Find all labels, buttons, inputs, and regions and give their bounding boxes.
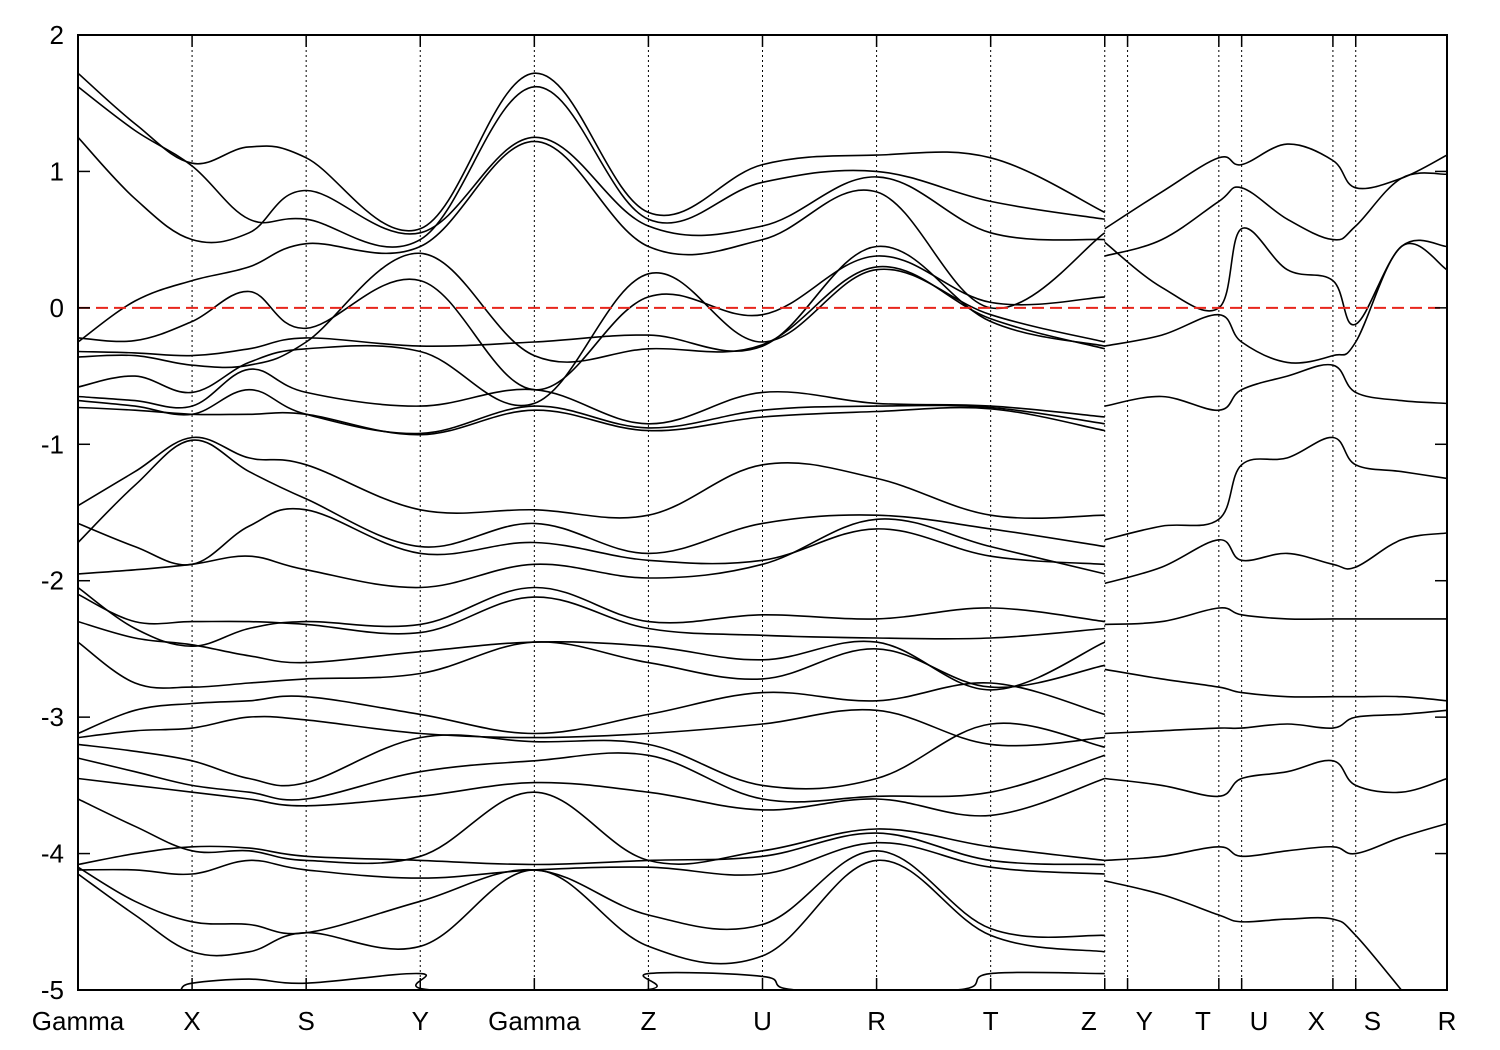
band-line-41 (1104, 822, 1447, 862)
y-tick-label: -1 (41, 429, 64, 459)
band-line-5 (78, 245, 1105, 357)
y-tick-label: -3 (41, 702, 64, 732)
band-line-33 (1104, 242, 1447, 364)
plot-area (78, 35, 1447, 990)
y-tick-label: 0 (50, 293, 64, 323)
y-tick-label: -4 (41, 839, 64, 869)
band-line-30 (1104, 143, 1447, 230)
x-tick-label: R (867, 1006, 886, 1036)
axes: -5 -4 -3 -2 -1 0 1 2 Gamma X S Y Gamma Z U R T Z Y T U X S R (32, 20, 1457, 1036)
x-tick-label: Z (640, 1006, 656, 1036)
band-line-19 (78, 682, 1106, 735)
y-tick-label: -2 (41, 566, 64, 596)
band-line-13 (78, 507, 1105, 566)
band-line-18 (78, 641, 1105, 689)
band-line-3 (78, 140, 1106, 343)
x-tick-label: Gamma (32, 1006, 125, 1036)
x-tick-label: X (1308, 1006, 1325, 1036)
x-tick-label: Gamma (488, 1006, 581, 1036)
band-line-15 (78, 586, 1105, 648)
band-line-10 (78, 406, 1105, 436)
x-tick-label: Y (412, 1006, 429, 1036)
band-line-8 (78, 368, 1105, 425)
band-line-35 (1104, 436, 1447, 541)
x-tick-label: Z (1081, 1006, 1097, 1036)
bands-group (78, 72, 1447, 990)
band-line-2 (78, 136, 1105, 244)
band-line-14 (78, 518, 1105, 589)
y-tick-label: -5 (41, 975, 64, 1005)
x-tick-label: T (1195, 1006, 1211, 1036)
band-line-0 (78, 72, 1106, 232)
band-line-38 (1104, 668, 1447, 702)
band-line-25 (78, 832, 1105, 866)
x-tick-label: Y (1136, 1006, 1153, 1036)
band-line-7 (78, 268, 1105, 407)
x-tick-label: U (1250, 1006, 1269, 1036)
band-line-31 (1104, 172, 1447, 257)
band-line-11 (78, 436, 1105, 519)
band-line-24 (78, 791, 1105, 865)
band-line-12 (78, 439, 1105, 555)
x-tick-label: R (1438, 1006, 1457, 1036)
band-line-23 (78, 777, 1106, 817)
band-line-9 (78, 388, 1105, 435)
x-tick-label: U (753, 1006, 772, 1036)
y-tick-label: 1 (50, 156, 64, 186)
band-line-17 (78, 620, 1106, 691)
x-tick-label: S (297, 1006, 314, 1036)
band-line-34 (1104, 363, 1447, 412)
band-line-37 (1104, 607, 1447, 626)
band-line-20 (78, 708, 1105, 747)
band-line-26 (78, 841, 1105, 879)
band-line-29 (180, 971, 1105, 990)
band-line-1 (78, 85, 1105, 248)
y-tick-label: 2 (50, 20, 64, 50)
x-tick-label: X (183, 1006, 200, 1036)
band-line-16 (78, 593, 1105, 640)
band-line-40 (1104, 759, 1447, 798)
band-line-22 (78, 752, 1106, 803)
band-line-36 (1104, 532, 1447, 585)
band-line-39 (1104, 709, 1447, 735)
band-line-42 (1104, 880, 1403, 990)
x-tick-label: S (1364, 1006, 1381, 1036)
x-tick-label: T (983, 1006, 999, 1036)
band-line-28 (78, 859, 1105, 965)
